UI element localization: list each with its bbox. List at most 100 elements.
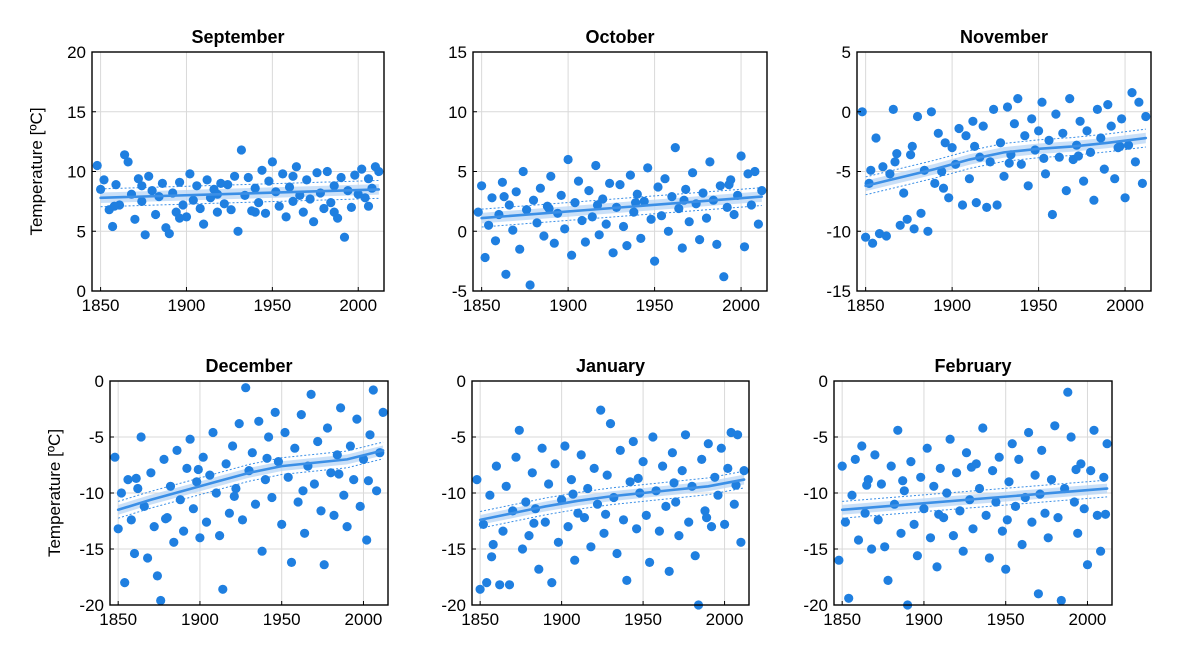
data-point bbox=[298, 486, 308, 496]
data-point bbox=[288, 196, 298, 206]
data-point bbox=[515, 244, 525, 254]
data-point bbox=[316, 506, 326, 516]
x-tick-label: 1850 bbox=[461, 610, 499, 629]
data-point bbox=[840, 517, 851, 527]
x-tick-label: 1950 bbox=[253, 296, 291, 315]
data-point bbox=[1039, 153, 1049, 163]
data-point bbox=[648, 432, 658, 442]
data-point bbox=[152, 571, 162, 581]
data-point bbox=[982, 202, 992, 212]
data-point bbox=[954, 123, 964, 134]
data-point bbox=[1073, 151, 1083, 161]
data-point bbox=[305, 194, 315, 204]
data-point bbox=[1044, 135, 1054, 145]
data-point bbox=[274, 201, 284, 211]
trend-line bbox=[480, 195, 764, 220]
data-point bbox=[570, 555, 580, 565]
data-point bbox=[345, 441, 355, 451]
data-point bbox=[195, 533, 205, 543]
data-point bbox=[120, 578, 130, 588]
data-point bbox=[146, 468, 156, 478]
data-point bbox=[1054, 152, 1064, 162]
data-point bbox=[1037, 97, 1047, 107]
data-point bbox=[909, 224, 919, 234]
data-point bbox=[495, 580, 505, 590]
y-tick-label: 0 bbox=[77, 282, 86, 301]
data-point bbox=[919, 504, 929, 514]
data-point bbox=[874, 229, 885, 239]
data-point bbox=[952, 468, 962, 478]
data-point bbox=[288, 171, 298, 181]
data-point bbox=[944, 193, 954, 203]
data-point bbox=[490, 236, 501, 246]
data-point bbox=[577, 215, 587, 226]
data-point bbox=[202, 175, 212, 185]
y-tick-label: 15 bbox=[448, 43, 467, 62]
panel-title: January bbox=[576, 356, 645, 376]
data-point bbox=[968, 524, 978, 534]
data-point bbox=[329, 510, 339, 520]
data-point bbox=[970, 141, 980, 151]
data-point bbox=[639, 196, 649, 206]
data-point bbox=[517, 544, 528, 554]
data-point bbox=[267, 492, 277, 503]
data-point bbox=[233, 226, 243, 236]
panel-title: September bbox=[191, 27, 284, 47]
data-point bbox=[487, 193, 497, 203]
x-tick-label: 1900 bbox=[933, 296, 971, 315]
data-point bbox=[702, 513, 712, 523]
y-tick-label: 0 bbox=[819, 372, 828, 391]
data-point bbox=[663, 226, 674, 236]
data-point bbox=[508, 225, 518, 235]
data-point bbox=[966, 462, 977, 472]
data-point bbox=[257, 546, 267, 556]
data-point bbox=[961, 131, 971, 141]
data-point bbox=[368, 385, 378, 395]
trend-line bbox=[99, 188, 381, 200]
data-point bbox=[123, 157, 133, 167]
data-point bbox=[198, 452, 208, 462]
data-point bbox=[628, 436, 638, 447]
data-point bbox=[750, 166, 760, 177]
data-point bbox=[705, 157, 715, 167]
data-point bbox=[895, 220, 905, 230]
x-tick-label: 2000 bbox=[706, 610, 744, 629]
data-point bbox=[1137, 178, 1147, 188]
data-point bbox=[1047, 209, 1057, 220]
data-point bbox=[140, 230, 150, 240]
data-point bbox=[1092, 510, 1102, 520]
data-point bbox=[367, 183, 377, 193]
data-point bbox=[598, 194, 608, 204]
data-point bbox=[625, 477, 635, 487]
data-point bbox=[632, 524, 642, 534]
data-point bbox=[618, 515, 629, 525]
data-point bbox=[1085, 147, 1096, 157]
data-point bbox=[576, 450, 586, 460]
data-point bbox=[1020, 131, 1030, 141]
x-tick-label: 1850 bbox=[847, 296, 885, 315]
data-point bbox=[736, 151, 746, 161]
data-point bbox=[618, 221, 629, 232]
data-point bbox=[724, 180, 734, 190]
data-point bbox=[906, 150, 916, 160]
data-point bbox=[482, 578, 492, 588]
data-point bbox=[309, 217, 319, 227]
data-point bbox=[629, 207, 639, 217]
data-point bbox=[674, 531, 684, 541]
data-point bbox=[137, 196, 147, 206]
data-point bbox=[1130, 157, 1140, 167]
data-point bbox=[193, 464, 203, 475]
data-point bbox=[653, 182, 663, 192]
x-tick-label: 1850 bbox=[82, 296, 120, 315]
data-point bbox=[589, 463, 599, 473]
data-point bbox=[605, 419, 616, 429]
data-point bbox=[350, 170, 360, 180]
panel-january: 1850 1900 1950 2000 -20 -15 -10 -5 0 January bbox=[441, 356, 750, 629]
y-tick-label: -10 bbox=[803, 484, 828, 503]
data-point bbox=[994, 452, 1004, 462]
data-point bbox=[899, 486, 909, 496]
data-point bbox=[195, 203, 205, 214]
x-tick-label: 2000 bbox=[339, 296, 377, 315]
data-point bbox=[326, 468, 336, 478]
data-point bbox=[110, 452, 120, 462]
